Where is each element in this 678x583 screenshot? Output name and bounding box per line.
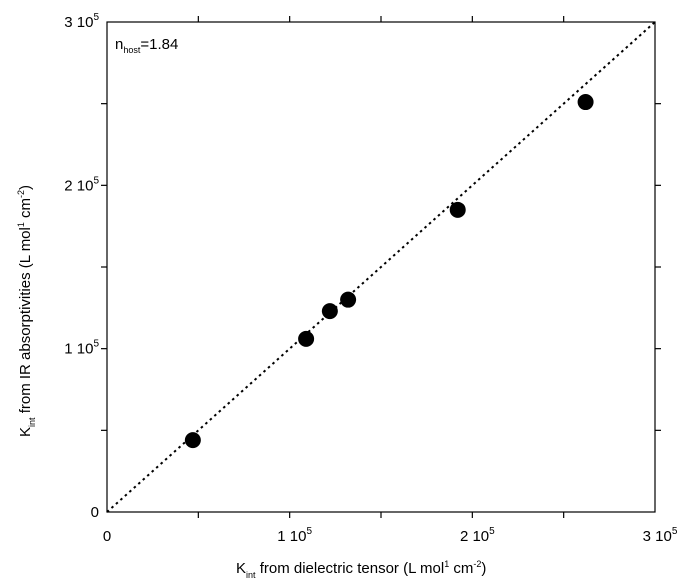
x-axis-title-sup1: 1 (444, 559, 449, 569)
x-tick-label: 2 105 (460, 526, 495, 545)
data-point (298, 330, 315, 347)
y-axis-title: Kint from IR absorptivities (L mol1 cm-2… (16, 185, 37, 437)
y-tick-label: 0 (91, 504, 99, 521)
data-point (184, 432, 201, 449)
data-points (184, 94, 594, 449)
annotation-n-subscript: host (123, 45, 141, 55)
y-axis-title-part2: cm (17, 198, 34, 222)
host-index-annotation: nhost=1.84 (115, 36, 178, 55)
y-axis-title-part3: ) (17, 185, 34, 190)
y-axis-title-part1: from IR absorptivities (L mol (17, 227, 34, 417)
x-axis-title-sup2: -2 (473, 559, 481, 569)
y-tick-label: 1 105 (64, 339, 99, 358)
data-point (340, 291, 357, 308)
x-axis-title: Kint from dielectric tensor (L mol1 cm-2… (236, 559, 486, 580)
y-axis-title-sup2: -2 (16, 190, 26, 198)
x-tick-label: 0 (103, 528, 111, 545)
x-tick-label: 3 105 (643, 526, 678, 545)
annotation-n: n (115, 36, 123, 53)
y-axis-title-sup1: 1 (16, 222, 26, 227)
data-point (449, 201, 466, 218)
x-axis-title-k: K (236, 560, 246, 577)
y-tick-label: 2 105 (64, 175, 99, 194)
identity-line (106, 21, 656, 513)
x-axis-title-k-subscript: int (246, 570, 256, 580)
data-point (321, 303, 338, 320)
annotation-value: =1.84 (140, 36, 178, 53)
x-axis-title-part1: from dielectric tensor (L mol (256, 560, 445, 577)
tick-labels: 0 1 105 2 105 3 105 0 1 105 2 105 3 105 (64, 12, 678, 545)
y-tick-label: 3 105 (64, 12, 99, 31)
x-axis-title-part2: cm (449, 560, 473, 577)
y-axis-title-k-subscript: int (27, 417, 37, 427)
y-axis-title-k: K (17, 427, 34, 437)
x-tick-label: 1 105 (277, 526, 312, 545)
data-point (577, 94, 594, 111)
x-axis-title-part3: ) (481, 560, 486, 577)
axis-ticks (101, 16, 661, 518)
